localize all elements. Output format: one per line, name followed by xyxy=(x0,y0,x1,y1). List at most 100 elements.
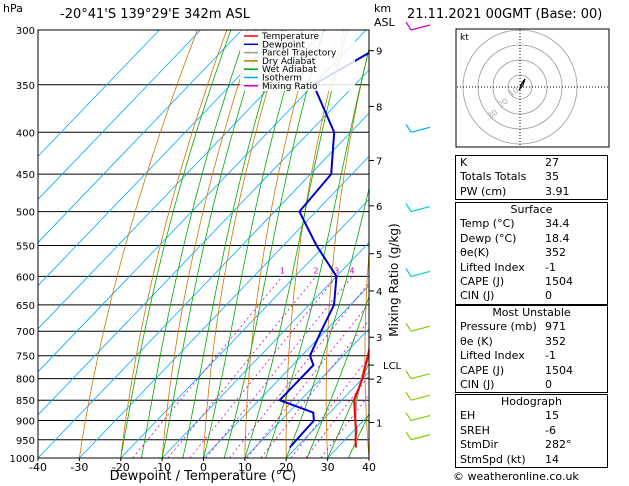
mixing-ratio-line xyxy=(305,375,369,458)
table-row: CAPE (J) 1504 xyxy=(456,275,608,289)
table-row: θe (K) 352 xyxy=(456,335,608,349)
table-row: K 27 xyxy=(456,156,608,171)
index-label: PW (cm) xyxy=(460,184,507,198)
table-row: StmDir 282° xyxy=(456,438,608,452)
temperature-tick-label: -10 xyxy=(153,461,171,474)
mixing-ratio-line xyxy=(229,282,369,458)
wind-barb xyxy=(410,434,431,441)
hodo-label: SREH xyxy=(460,423,490,437)
x-axis-label: Dewpoint / Temperature (°C) xyxy=(110,469,297,484)
isotherm xyxy=(38,30,284,287)
wet-adiabat xyxy=(203,30,303,458)
most-unstable-table: Most Unstable Pressure (mb) 971 θe (K) 352… xyxy=(455,305,608,394)
mu-label: θe (K) xyxy=(460,334,493,348)
asl-label: ASL xyxy=(374,16,396,29)
table-row: Lifted Index -1 xyxy=(456,261,608,275)
surface-label: θe(K) xyxy=(460,246,490,260)
isotherm xyxy=(38,30,326,330)
wind-barb-flag xyxy=(405,431,412,441)
km-tick-label: 9 xyxy=(376,47,382,58)
temperature-tick-label: -20 xyxy=(112,461,130,474)
legend-entry: Wet Adiabat xyxy=(262,65,317,75)
wet-adiabat xyxy=(244,30,348,458)
pressure-tick-label: 600 xyxy=(16,272,35,283)
dry-adiabat xyxy=(79,30,198,458)
wind-barb-flag xyxy=(405,203,412,212)
hodo-label: EH xyxy=(460,409,476,423)
wind-barb-flag xyxy=(405,268,412,277)
hodo-label: StmDir xyxy=(460,438,499,452)
wind-barb xyxy=(410,394,431,401)
mixing-ratio-label: 16 xyxy=(427,266,437,275)
pressure-tick-label: 850 xyxy=(16,396,35,407)
pressure-tick-label: 550 xyxy=(16,241,35,252)
temperature-tick-label: 0 xyxy=(200,461,207,474)
credit-text: © weatheronline.co.uk xyxy=(453,470,579,483)
right-axis-label: Mixing Ratio (g/kg) xyxy=(387,223,401,336)
table-row: SREH -6 xyxy=(456,424,608,438)
mixing-ratio-line xyxy=(205,276,353,458)
temperature-tick-label: 10 xyxy=(238,461,252,474)
most-unstable-title: Most Unstable xyxy=(492,306,571,319)
wet-adiabat xyxy=(161,30,265,458)
indices-table: K 27 Totals Totals 35 PW (cm) 3.91 xyxy=(455,155,608,201)
wet-adiabat xyxy=(327,361,369,458)
table-row: Totals Totals 35 xyxy=(456,170,608,184)
wind-barb-flag xyxy=(405,21,412,31)
mixing-ratio-label: 4 xyxy=(349,266,354,275)
isotherm xyxy=(38,30,160,157)
index-value: 27 xyxy=(545,156,559,169)
mixing-ratio-line xyxy=(189,276,338,458)
surface-label: Lifted Index xyxy=(460,260,525,274)
table-row: StmSpd (kt) 14 xyxy=(456,453,608,468)
mu-value: -1 xyxy=(545,349,556,363)
mu-value: 971 xyxy=(545,320,566,334)
surface-label: CAPE (J) xyxy=(460,275,505,289)
mixing-ratio-label: 2 xyxy=(313,266,318,275)
surface-value: 1504 xyxy=(545,275,573,289)
isotherm xyxy=(244,328,369,458)
hpa-label: hPa xyxy=(3,2,23,15)
legend-box xyxy=(240,31,355,91)
legend-entry: Mixing Ratio xyxy=(262,82,318,92)
table-row: θe(K) 352 xyxy=(456,246,608,260)
legend-entry: Temperature xyxy=(261,32,319,42)
surface-value: 18.4 xyxy=(545,231,570,245)
surface-table: Surface Temp (°C) 34.4 Dewp (°C) 18.4 θe(K… xyxy=(455,202,608,305)
lcl-label: LCL xyxy=(383,361,402,372)
isotherm xyxy=(203,285,369,458)
hodograph-trace xyxy=(518,78,526,91)
wind-barb xyxy=(410,126,431,133)
pressure-tick-label: 800 xyxy=(16,375,35,386)
km-tick-label: 7 xyxy=(376,156,382,167)
dry-adiabat xyxy=(285,30,345,458)
table-row: CAPE (J) 1504 xyxy=(456,364,608,378)
hodograph-unit: kt xyxy=(460,33,469,43)
temperature-tick-label: 40 xyxy=(362,461,376,474)
wind-barb xyxy=(410,325,431,332)
wet-adiabat xyxy=(265,47,369,458)
km-tick-label: 8 xyxy=(376,102,382,113)
wind-barb-flag xyxy=(405,370,412,379)
pressure-tick-label: 750 xyxy=(16,352,35,363)
isotherm xyxy=(161,241,369,458)
parcel-trajectory xyxy=(354,354,369,448)
dry-adiabat xyxy=(120,30,228,458)
table-row: CIN (J) 0 xyxy=(456,378,608,393)
legend-entry: Dewpoint xyxy=(262,40,305,50)
pressure-tick-label: 300 xyxy=(16,26,35,37)
table-row: Lifted Index -1 xyxy=(456,349,608,363)
table-row: Dewp (°C) 18.4 xyxy=(456,232,608,246)
wind-barb xyxy=(410,414,431,422)
mixing-ratio-line xyxy=(290,356,369,458)
pressure-tick-label: 1000 xyxy=(10,454,35,465)
hodograph-table: Hodograph EH 15 SREH -6 StmDir 282° StmSpd … xyxy=(455,394,608,469)
mixing-ratio-label: 3 xyxy=(334,266,339,275)
mixing-ratio-line xyxy=(132,276,283,458)
mu-label: Lifted Index xyxy=(460,349,525,363)
temperature-tick-label: 20 xyxy=(279,461,293,474)
km-label: km xyxy=(374,2,391,15)
pressure-tick-label: 450 xyxy=(16,170,35,181)
mixing-ratio-line xyxy=(246,302,369,458)
wet-adiabat xyxy=(141,30,248,458)
